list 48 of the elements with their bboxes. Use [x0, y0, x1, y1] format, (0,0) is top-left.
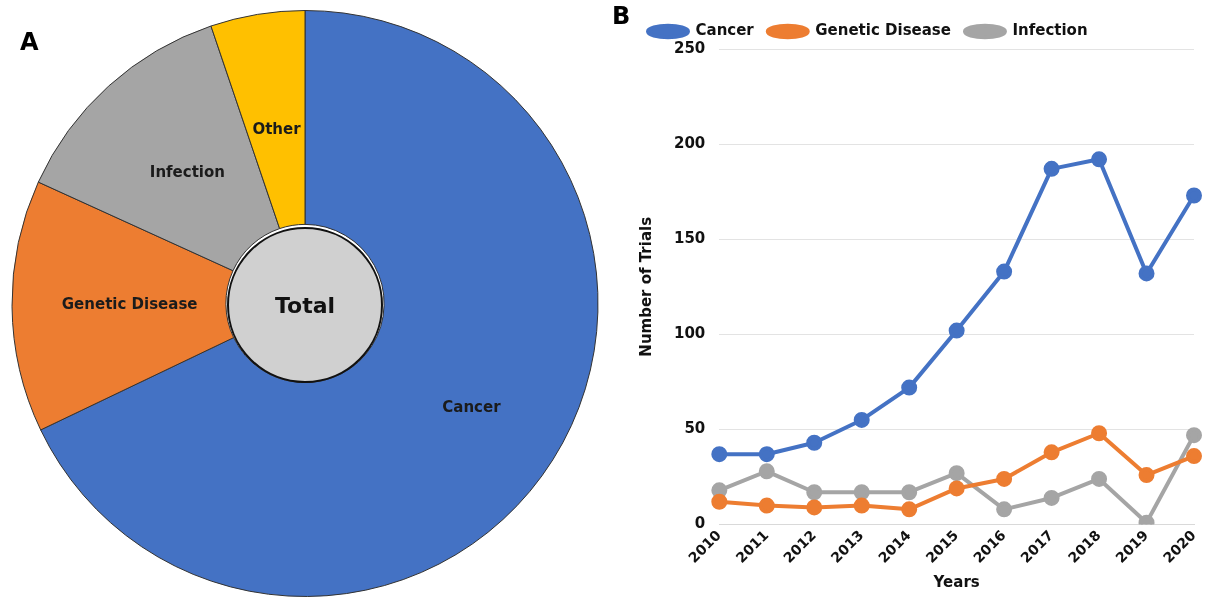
point	[853, 497, 870, 514]
chart-title: B	[612, 2, 631, 30]
point	[1186, 427, 1202, 444]
point	[758, 497, 775, 514]
point	[806, 434, 823, 451]
point	[1138, 467, 1155, 484]
legend-label: Cancer	[695, 21, 755, 40]
slice-label: Cancer	[442, 398, 502, 417]
point	[806, 499, 823, 516]
point	[901, 379, 918, 396]
point	[1091, 425, 1108, 442]
point	[1043, 444, 1060, 461]
y-tick-label: 50	[684, 419, 706, 438]
point	[806, 484, 823, 501]
y-tick-label: 100	[674, 324, 706, 343]
point	[901, 484, 918, 501]
point	[1043, 160, 1060, 177]
point	[758, 446, 775, 463]
slice-label: Other	[252, 120, 302, 139]
point	[1043, 489, 1060, 506]
y-tick-label: 150	[674, 229, 706, 248]
point	[853, 484, 870, 501]
slice-label: Infection	[149, 163, 225, 182]
point	[1186, 448, 1202, 465]
point	[948, 465, 965, 482]
point	[1138, 265, 1155, 282]
legend-label: Infection	[1012, 21, 1088, 40]
point	[1091, 151, 1108, 168]
x-axis-title: Years	[932, 572, 980, 591]
point	[853, 411, 870, 428]
text: A	[20, 28, 39, 56]
legend-label: Genetic Disease	[815, 21, 951, 40]
y-axis-title: Number of Trials	[636, 216, 655, 357]
point	[996, 263, 1013, 280]
point	[758, 463, 775, 480]
point	[1186, 187, 1202, 204]
point	[1091, 470, 1108, 487]
y-tick-label: 200	[674, 134, 706, 152]
point	[948, 480, 965, 497]
y-tick-label: 0	[694, 514, 706, 533]
slice-label: Genetic Disease	[61, 295, 198, 314]
y-tick-label: 250	[674, 38, 706, 57]
point	[901, 501, 918, 518]
point	[711, 446, 728, 463]
point	[711, 493, 728, 510]
point	[948, 322, 965, 339]
point	[996, 501, 1013, 518]
point	[996, 470, 1013, 487]
